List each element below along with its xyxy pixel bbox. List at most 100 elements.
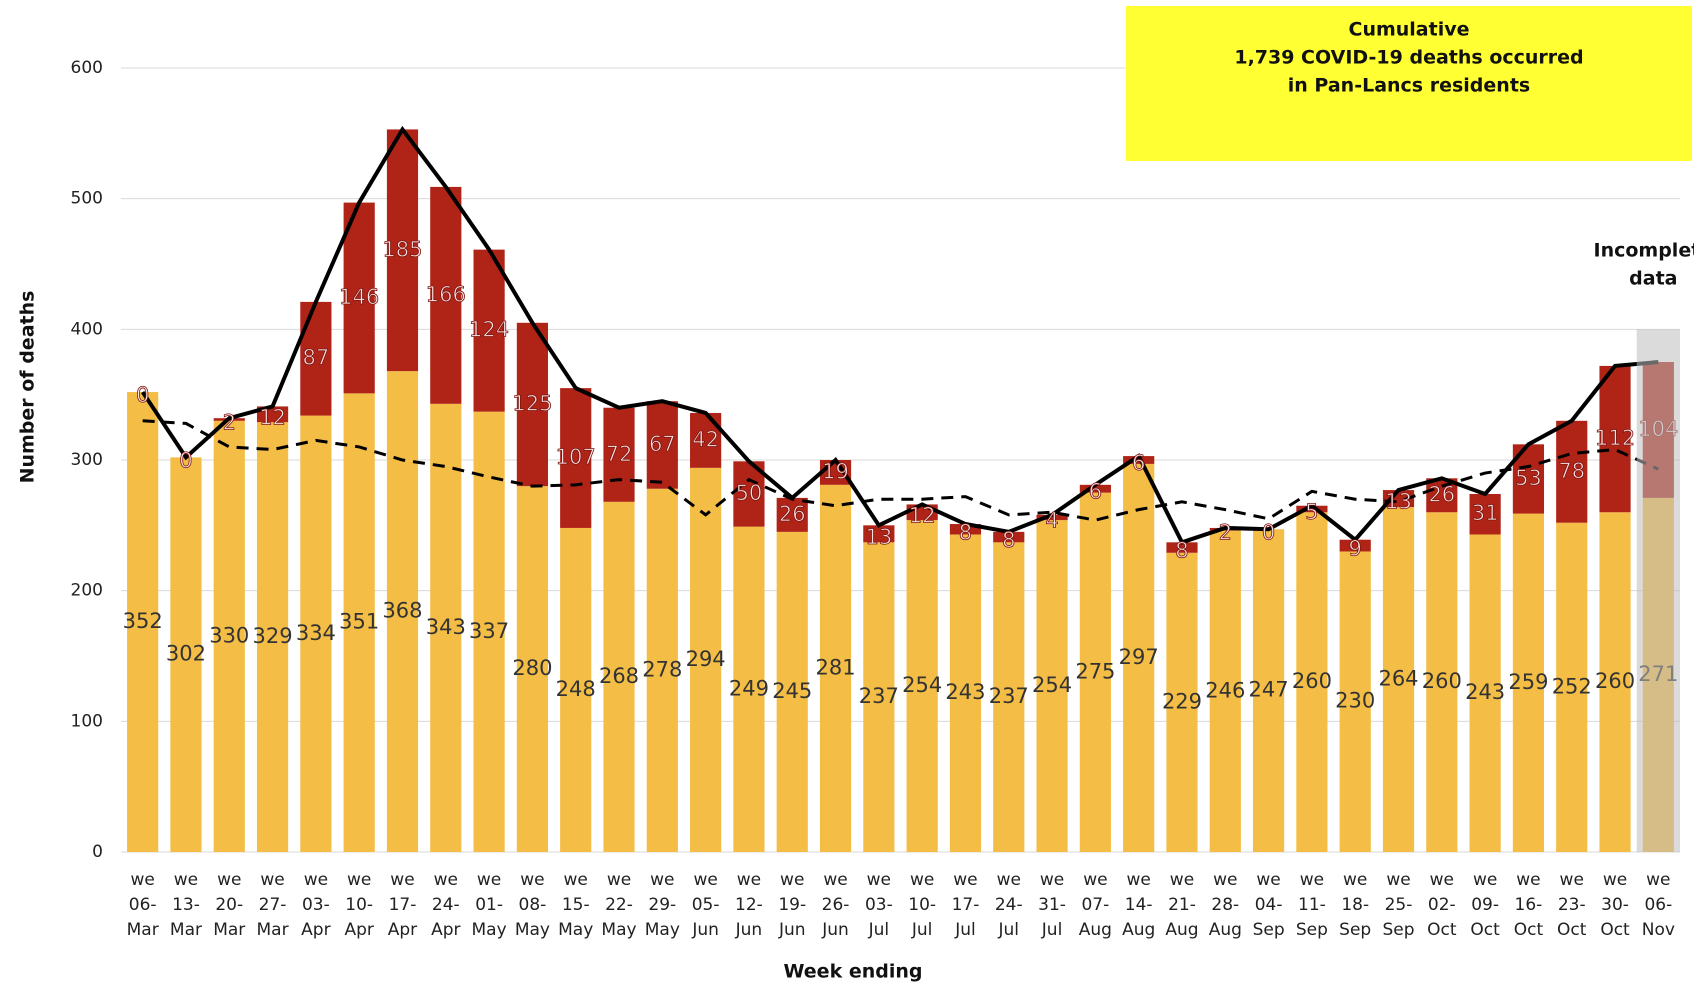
x-tick-label: we	[693, 870, 717, 890]
x-tick-label: Apr	[431, 920, 460, 940]
value-label: 112	[1595, 426, 1635, 450]
x-tick-label: Nov	[1642, 920, 1675, 940]
x-tick-label: 02-	[1428, 895, 1456, 915]
bar-segment	[343, 393, 375, 852]
x-tick-label: 29-	[648, 895, 676, 915]
value-label: 2	[223, 410, 236, 434]
x-tick-label: Jun	[821, 920, 849, 940]
x-tick-label: Apr	[301, 920, 330, 940]
annotation-text: 1,739 COVID-19 deaths occurred	[1234, 47, 1583, 69]
y-tick-label: 200	[71, 581, 103, 601]
value-label: 0	[136, 383, 149, 407]
x-tick-label: 03-	[865, 895, 893, 915]
bar-segment	[733, 526, 765, 852]
value-label: 146	[339, 285, 379, 309]
bar-segment	[819, 484, 852, 852]
bar-segment	[213, 420, 245, 852]
value-label: 281	[815, 655, 855, 679]
x-tick-label: we	[1430, 870, 1454, 890]
x-tick-label: we	[607, 870, 631, 890]
x-tick-label: Oct	[1600, 920, 1630, 940]
bar-segment	[560, 388, 592, 528]
bar-segment	[300, 301, 332, 416]
x-tick-label: Aug	[1079, 920, 1112, 940]
y-tick-label: 0	[92, 842, 103, 862]
x-tick-label: May	[601, 920, 636, 940]
x-tick-label: we	[564, 870, 588, 890]
bar-segment	[1469, 534, 1501, 852]
bar-segment	[1339, 551, 1371, 852]
x-tick-label: 03-	[302, 895, 330, 915]
bar-segment	[473, 411, 505, 852]
x-tick-label: May	[515, 920, 550, 940]
x-tick-label: we	[304, 870, 328, 890]
x-tick-label: 30-	[1601, 895, 1629, 915]
x-tick-label: Sep	[1339, 920, 1371, 940]
value-label: 9	[1349, 537, 1362, 561]
x-tick-label: we	[477, 870, 501, 890]
incomplete-shade	[1636, 329, 1680, 852]
x-tick-label: we	[1040, 870, 1064, 890]
x-tick-label: we	[780, 870, 804, 890]
bar-segment	[560, 527, 592, 852]
x-tick-label: 24-	[995, 895, 1023, 915]
x-tick-label: Jun	[735, 920, 763, 940]
x-tick-label: 07-	[1081, 895, 1109, 915]
x-tick-label: 23-	[1558, 895, 1586, 915]
value-label: 302	[166, 642, 206, 666]
x-tick-label: 18-	[1341, 895, 1369, 915]
x-tick-label: Aug	[1209, 920, 1242, 940]
incomplete-note: data	[1629, 268, 1677, 290]
x-tick-label: 10-	[908, 895, 936, 915]
x-tick-label: 25-	[1385, 895, 1413, 915]
x-tick-label: 16-	[1515, 895, 1543, 915]
x-tick-label: we	[260, 870, 284, 890]
value-label: 0	[1262, 520, 1275, 544]
value-label: 334	[296, 621, 336, 645]
bar-segment	[170, 457, 202, 852]
y-tick-label: 300	[71, 450, 103, 470]
bar-segment	[906, 520, 938, 852]
x-tick-label: we	[130, 870, 154, 890]
x-tick-label: 13-	[172, 895, 200, 915]
bar-segment	[1166, 542, 1198, 553]
value-label: 246	[1205, 678, 1245, 702]
bar-segment	[690, 467, 722, 852]
x-tick-label: 19-	[778, 895, 806, 915]
x-tick-label: we	[1300, 870, 1324, 890]
y-axis-title: Number of deaths	[17, 291, 39, 484]
x-tick-label: Mar	[170, 920, 202, 940]
value-label: 352	[123, 609, 163, 633]
bar-segment	[1209, 530, 1241, 852]
x-tick-label: 06-	[1644, 895, 1672, 915]
value-label: 19	[822, 459, 849, 483]
bar-segment	[1469, 493, 1501, 535]
value-label: 26	[1428, 482, 1455, 506]
x-tick-label: Sep	[1253, 920, 1285, 940]
x-tick-label: we	[997, 870, 1021, 890]
x-tick-label: 10-	[345, 895, 373, 915]
bar-segment	[1166, 552, 1198, 852]
value-label: 12	[909, 503, 936, 527]
x-tick-label: 20-	[215, 895, 243, 915]
x-tick-label: 31-	[1038, 895, 1066, 915]
value-label: 260	[1595, 669, 1635, 693]
x-tick-label: we	[1386, 870, 1410, 890]
x-tick-label: we	[1170, 870, 1194, 890]
value-label: 294	[686, 647, 726, 671]
bar-segment	[1296, 505, 1328, 513]
value-label: 78	[1558, 459, 1585, 483]
value-label: 166	[426, 282, 466, 306]
x-tick-label: Oct	[1470, 920, 1500, 940]
bar-segment	[1556, 420, 1588, 523]
value-label: 237	[859, 684, 899, 708]
value-label: 87	[303, 346, 330, 370]
x-tick-label: Apr	[344, 920, 373, 940]
value-label: 53	[1515, 466, 1542, 490]
x-tick-label: Sep	[1382, 920, 1414, 940]
bar-segment	[343, 202, 375, 394]
value-label: 245	[772, 679, 812, 703]
bar-segment	[776, 531, 808, 852]
bar-segment	[993, 531, 1025, 543]
